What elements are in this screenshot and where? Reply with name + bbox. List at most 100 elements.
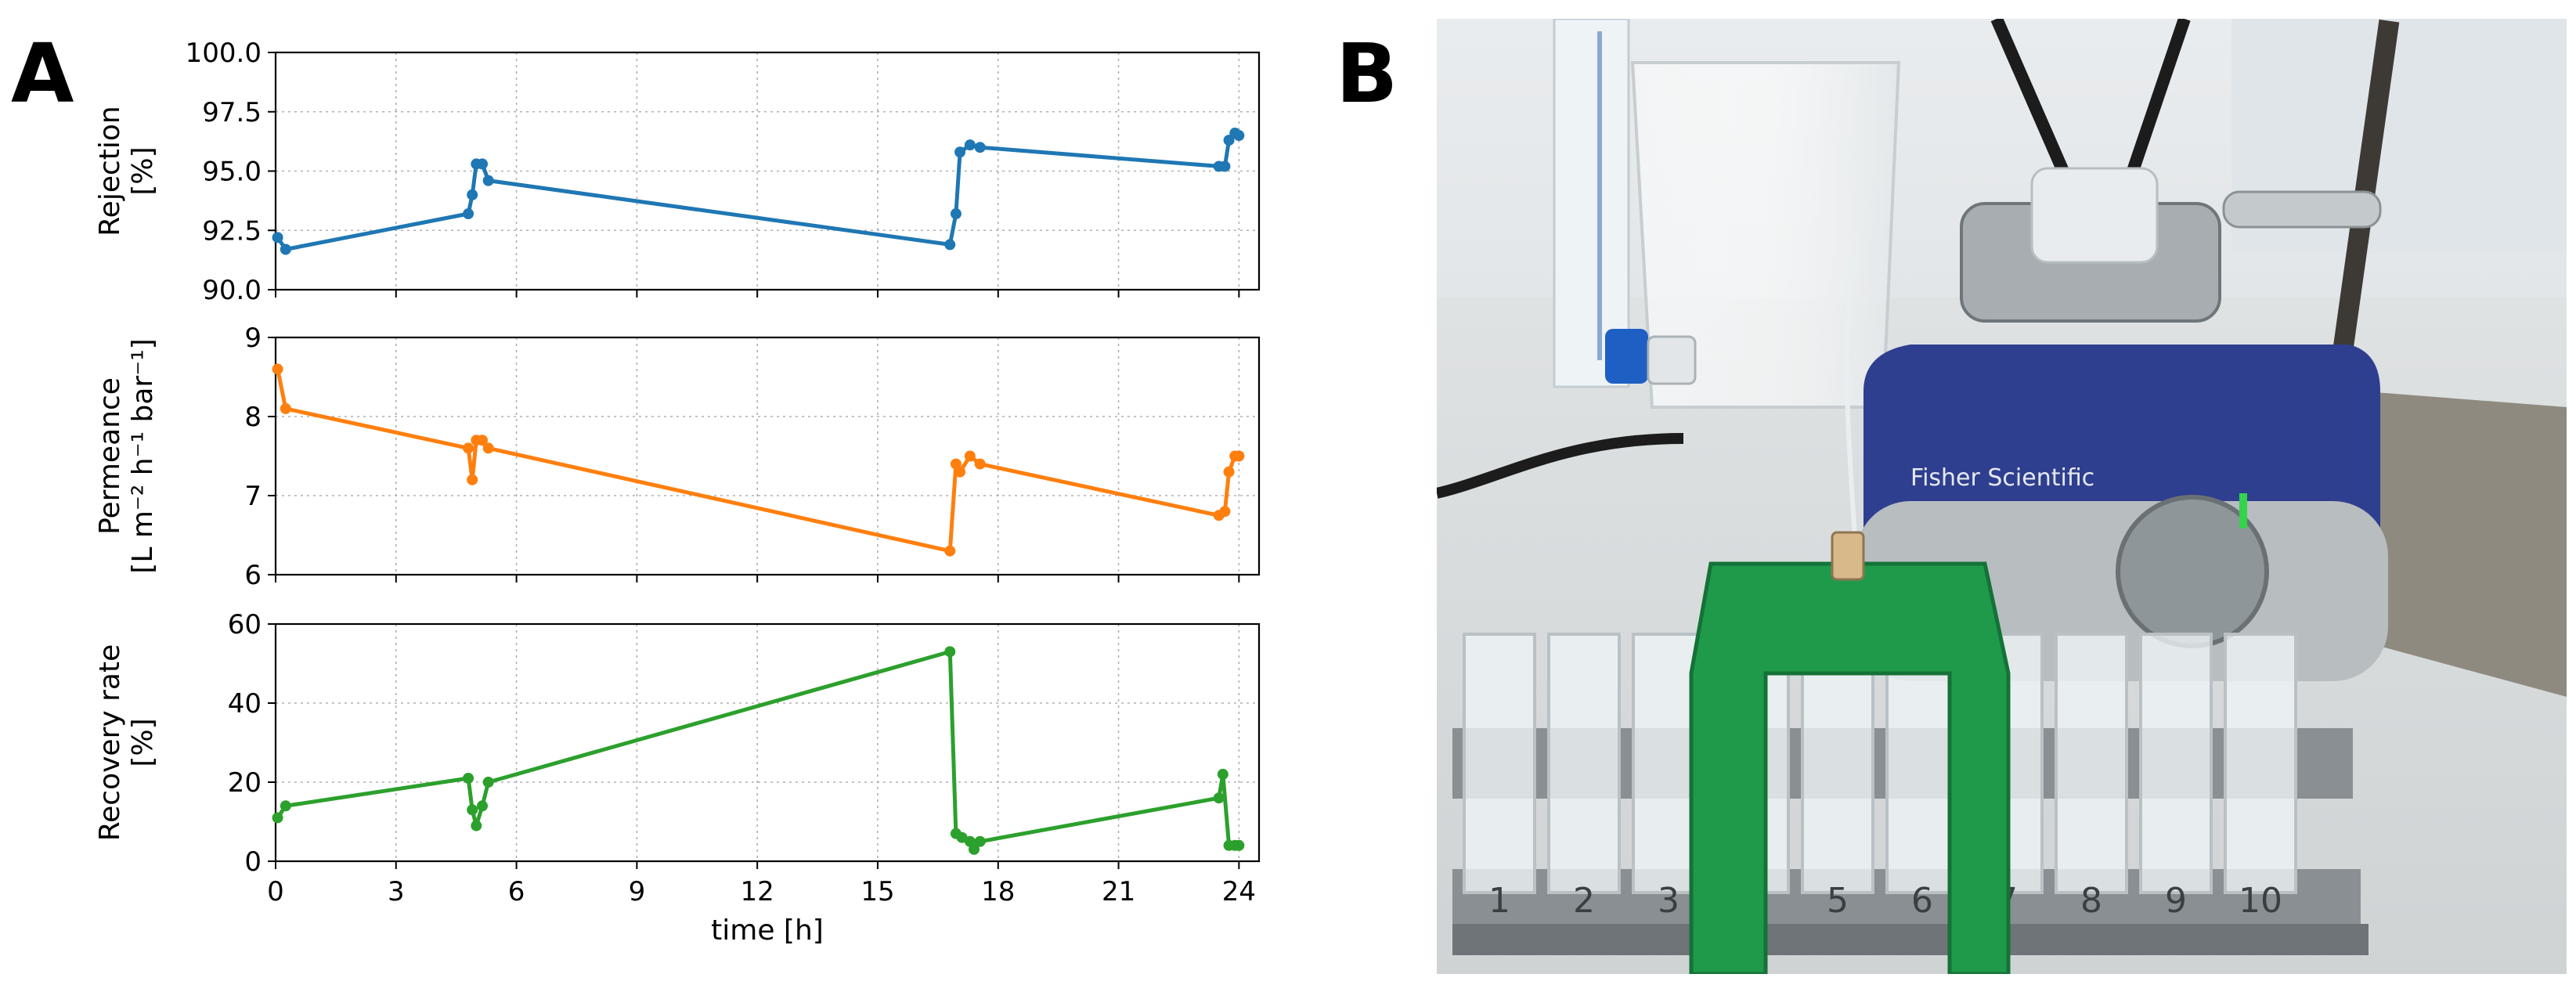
cuvette <box>2224 633 2297 894</box>
rack-number: 8 <box>2080 881 2102 921</box>
series-line <box>276 649 1239 852</box>
xtick-label: 6 <box>508 876 525 907</box>
data-point <box>969 843 980 855</box>
axes-frame <box>274 336 1261 576</box>
black-tubing <box>1437 433 1684 499</box>
ytick-label: 97.5 <box>202 97 262 128</box>
xtick-label: 21 <box>1102 876 1135 907</box>
data-point <box>1213 792 1225 804</box>
data-point <box>482 175 494 186</box>
data-point <box>477 435 489 446</box>
cuvette <box>1801 633 1874 894</box>
ylabel-line: Recovery rate <box>94 644 126 842</box>
ylabel-line: [%] <box>127 146 159 195</box>
blue-valve <box>1605 329 1697 385</box>
data-point <box>467 804 478 816</box>
data-point <box>944 239 956 251</box>
rack-number: 6 <box>1911 881 1933 921</box>
cuvette <box>1463 633 1536 894</box>
rack-number: 5 <box>1827 881 1849 921</box>
data-point <box>482 442 494 454</box>
xtick-label: 15 <box>860 876 894 907</box>
data-point <box>1233 450 1245 462</box>
axes-frame <box>274 51 1261 291</box>
ytick-label: 60 <box>228 609 262 640</box>
rack-number: 1 <box>1488 881 1510 921</box>
ytick-label: 92.5 <box>202 215 262 247</box>
series-line <box>276 131 1240 251</box>
data-point <box>954 466 966 478</box>
cuvette-rack: 12345678910 <box>1452 633 2369 955</box>
data-point <box>964 139 976 151</box>
recovery-rate-subplot: 0 20 40 60 0 3 6 9 12 15 18 21 24 Recovery rate[%] tim… <box>94 609 1261 947</box>
data-point <box>944 545 956 557</box>
ylabel: Permeance[L m⁻² h⁻¹ bar⁻¹] <box>94 338 159 573</box>
panel-a-label: A <box>11 26 74 121</box>
data-point <box>272 232 283 243</box>
ylabel-line: Rejection <box>94 106 126 236</box>
fitting <box>1831 531 1865 581</box>
data-point <box>974 142 986 153</box>
thin-tubing <box>1844 258 1858 549</box>
ylabel: Recovery rate[%] <box>94 644 159 842</box>
data-point <box>1219 506 1231 518</box>
xtick-label: 0 <box>267 876 284 907</box>
series-line <box>276 368 1239 554</box>
rack-number: 3 <box>1658 881 1679 921</box>
ytick-label: 8 <box>244 402 262 433</box>
ylabel-line: [L m⁻² h⁻¹ bar⁻¹] <box>127 338 159 573</box>
black-rod-left <box>1990 19 2073 183</box>
data-point <box>477 158 489 170</box>
ytick-label: 0 <box>244 846 262 878</box>
hot-plate <box>2365 391 2567 697</box>
data-point <box>463 772 474 784</box>
ytick-label: 40 <box>228 688 262 720</box>
cuvette <box>2055 633 2128 894</box>
data-point <box>954 146 966 158</box>
data-point <box>1233 839 1245 851</box>
black-rod-right <box>2123 19 2191 182</box>
cuvette <box>1547 633 1621 894</box>
data-point <box>950 208 961 220</box>
data-point <box>467 474 478 485</box>
panel-b-label: B <box>1336 26 1398 121</box>
graduated-cylinder <box>1553 19 1630 388</box>
xlabel: time [h] <box>711 914 824 947</box>
rack-number: 9 <box>2165 881 2187 921</box>
xtick-label: 18 <box>981 876 1015 907</box>
data-point <box>944 646 956 658</box>
permeance-subplot: 6 7 8 9 Permeance[L m⁻² h⁻¹ bar⁻¹] <box>94 323 1261 591</box>
data-point <box>471 820 482 831</box>
ytick-label: 9 <box>244 323 262 354</box>
data-point <box>272 812 283 824</box>
data-point <box>477 800 489 812</box>
ylabel-line: [%] <box>127 718 159 767</box>
xtick-label: 3 <box>388 876 405 907</box>
data-point <box>974 458 986 470</box>
ytick-label: 100.0 <box>186 38 262 69</box>
ylabel-line: Permeance <box>94 377 126 535</box>
ytick-label: 95.0 <box>202 157 262 188</box>
axes-frame <box>274 622 1261 863</box>
stirred-cell <box>1960 167 2382 323</box>
rejection-subplot: 90.0 92.5 95.0 97.5 100.0 Rejection[%] <box>94 38 1261 306</box>
data-point <box>463 208 474 220</box>
rack-number: 10 <box>2239 881 2282 921</box>
data-point <box>280 243 291 255</box>
ytick-label: 6 <box>244 560 262 591</box>
cuvette <box>2139 633 2213 894</box>
ytick-label: 90.0 <box>202 275 262 306</box>
data-point <box>1223 466 1235 478</box>
data-point <box>463 442 474 454</box>
data-point <box>1219 161 1231 172</box>
xtick-label: 12 <box>741 876 774 907</box>
rack-number: 2 <box>1573 881 1595 921</box>
data-point <box>467 189 478 200</box>
data-point <box>272 363 283 375</box>
data-point <box>1233 130 1245 142</box>
data-point <box>482 777 494 788</box>
data-point <box>280 800 291 812</box>
xtick-label: 24 <box>1222 876 1256 907</box>
ytick-label: 7 <box>244 481 262 512</box>
